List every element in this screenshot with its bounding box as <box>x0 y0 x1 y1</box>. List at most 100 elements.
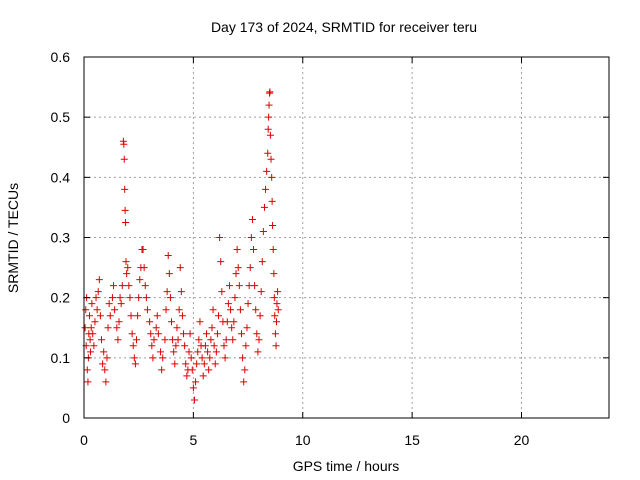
data-point <box>201 342 209 350</box>
data-point <box>200 360 208 368</box>
data-point <box>152 324 160 332</box>
data-point <box>217 258 225 266</box>
data-point <box>264 149 272 157</box>
data-point <box>140 264 148 272</box>
data-point <box>93 306 101 314</box>
data-point <box>90 342 98 350</box>
data-point <box>180 330 188 338</box>
data-point <box>228 324 236 332</box>
data-point <box>120 155 128 163</box>
data-point <box>224 300 232 308</box>
data-point <box>210 342 218 350</box>
data-point <box>190 396 198 404</box>
data-point <box>174 336 182 344</box>
data-point <box>162 306 170 314</box>
data-point <box>128 330 136 338</box>
data-point <box>136 276 144 284</box>
data-point <box>264 125 272 133</box>
data-point <box>205 366 213 374</box>
chart-title: Day 173 of 2024, SRMTID for receiver ter… <box>211 19 477 35</box>
data-point <box>185 348 193 356</box>
data-point <box>150 336 158 344</box>
data-point <box>215 312 223 320</box>
y-tick-label: 0.3 <box>51 230 71 246</box>
data-point <box>92 294 100 302</box>
data-point <box>141 282 149 290</box>
data-point <box>81 324 89 332</box>
data-point <box>189 384 197 392</box>
data-point <box>86 336 94 344</box>
data-point <box>125 282 133 290</box>
data-point <box>195 336 203 344</box>
data-point <box>227 306 235 314</box>
data-point <box>187 354 195 362</box>
data-point <box>124 264 132 272</box>
data-point <box>154 330 162 338</box>
x-axis-label: GPS time / hours <box>293 458 400 474</box>
data-point <box>223 318 231 326</box>
data-point <box>100 348 108 356</box>
x-tick-label: 0 <box>80 432 88 448</box>
data-point <box>269 221 277 229</box>
data-point <box>269 246 277 254</box>
data-point <box>148 342 156 350</box>
data-point <box>196 318 204 326</box>
data-point <box>211 360 219 368</box>
data-point <box>99 360 107 368</box>
data-point <box>175 306 183 314</box>
data-point <box>116 294 124 302</box>
data-point <box>102 378 110 386</box>
data-point <box>209 306 217 314</box>
data-point <box>115 318 123 326</box>
y-tick-label: 0.4 <box>51 169 71 185</box>
data-point <box>147 330 155 338</box>
data-point <box>242 342 250 350</box>
data-point <box>265 113 273 121</box>
data-point <box>239 354 247 362</box>
data-point <box>188 366 196 374</box>
data-point <box>95 276 103 284</box>
data-point <box>113 324 121 332</box>
data-point <box>254 348 262 356</box>
data-point <box>271 312 279 320</box>
data-point <box>225 282 233 290</box>
data-point <box>255 336 263 344</box>
data-point <box>244 300 252 308</box>
data-point <box>273 300 281 308</box>
data-point <box>122 218 130 226</box>
data-point <box>170 348 178 356</box>
data-point <box>241 366 249 374</box>
data-point <box>193 360 201 368</box>
data-point <box>172 342 180 350</box>
data-point <box>96 312 104 320</box>
data-point <box>274 288 282 296</box>
data-point <box>153 312 161 320</box>
data-point <box>177 288 185 296</box>
data-point <box>122 258 130 266</box>
data-point <box>159 354 167 362</box>
data-point <box>126 294 134 302</box>
data-point <box>106 312 114 320</box>
data-point <box>87 324 95 332</box>
data-point <box>85 312 93 320</box>
x-tick-label: 15 <box>404 432 420 448</box>
data-point <box>256 312 264 320</box>
data-point <box>164 252 172 260</box>
y-tick-label: 0.1 <box>51 350 71 366</box>
data-point <box>120 140 128 148</box>
data-point <box>139 246 147 254</box>
data-point <box>233 246 241 254</box>
data-point <box>236 306 244 314</box>
data-point <box>130 354 138 362</box>
data-point <box>89 330 97 338</box>
data-point <box>178 312 186 320</box>
data-point <box>271 330 279 338</box>
y-tick-label: 0 <box>62 410 70 426</box>
data-point <box>229 336 237 344</box>
data-point <box>268 173 276 181</box>
data-point <box>257 288 265 296</box>
data-point <box>161 336 169 344</box>
data-point <box>123 270 131 278</box>
